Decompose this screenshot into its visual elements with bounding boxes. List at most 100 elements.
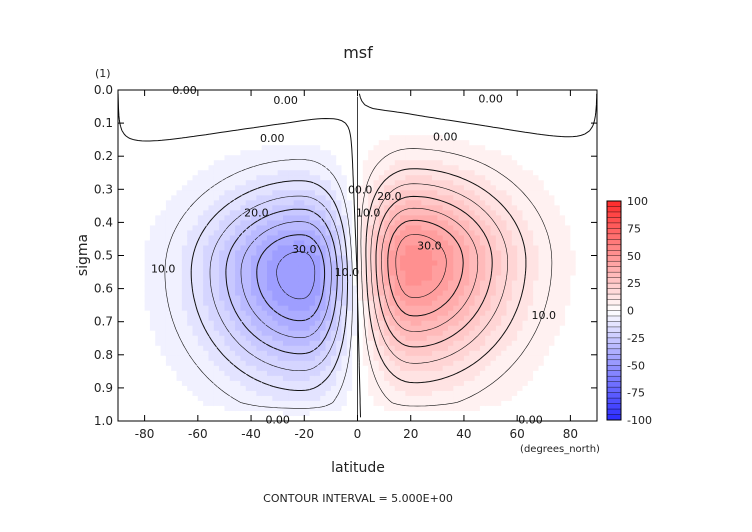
field-cell: [336, 285, 343, 292]
field-cell: [208, 225, 215, 232]
field-cell: [197, 350, 204, 357]
field-cell: [378, 215, 385, 221]
field-cell: [336, 110, 343, 116]
field-cell: [155, 385, 162, 392]
field-cell: [160, 270, 167, 277]
field-cell: [219, 340, 226, 347]
field-cell: [336, 250, 343, 257]
field-cell: [336, 385, 343, 392]
field-cell: [479, 120, 486, 126]
field-cell: [384, 120, 391, 126]
field-cell: [187, 255, 194, 262]
field-cell: [261, 310, 268, 317]
field-cell: [288, 145, 295, 151]
field-cell: [346, 350, 353, 357]
field-cell: [208, 140, 215, 146]
field-cell: [149, 240, 156, 247]
field-cell: [373, 355, 380, 362]
field-cell: [229, 225, 236, 232]
field-cell: [123, 390, 130, 397]
field-cell: [325, 120, 332, 126]
field-cell: [139, 165, 146, 171]
field-cell: [501, 280, 508, 287]
field-cell: [277, 135, 284, 141]
field-cell: [171, 290, 178, 297]
field-cell: [447, 280, 454, 287]
field-cell: [442, 310, 449, 317]
field-cell: [282, 95, 289, 101]
field-cell: [447, 380, 454, 387]
field-cell: [288, 95, 295, 101]
field-cell: [229, 230, 236, 237]
field-cell: [288, 170, 295, 176]
field-cell: [133, 160, 140, 166]
field-cell: [314, 400, 321, 407]
field-cell: [261, 240, 268, 247]
field-cell: [128, 170, 135, 176]
field-cell: [517, 185, 524, 191]
field-cell: [442, 360, 449, 367]
field-cell: [304, 390, 311, 397]
field-cell: [432, 355, 438, 362]
field-cell: [410, 405, 417, 412]
field-cell: [336, 130, 343, 136]
field-cell: [304, 330, 311, 337]
field-cell: [357, 220, 364, 227]
field-cell: [485, 330, 492, 337]
field-cell: [389, 310, 396, 317]
field-cell: [123, 270, 130, 277]
field-cell: [442, 320, 449, 327]
field-cell: [373, 135, 380, 141]
field-cell: [479, 190, 486, 196]
field-cell: [128, 300, 135, 307]
field-cell: [298, 275, 305, 282]
field-cell: [197, 90, 204, 96]
field-cell: [155, 125, 162, 131]
field-cell: [288, 260, 295, 267]
field-cell: [501, 395, 508, 402]
field-cell: [373, 155, 380, 161]
field-cell: [251, 170, 257, 176]
field-cell: [197, 380, 204, 387]
field-cell: [458, 140, 465, 146]
field-cell: [479, 245, 486, 252]
field-cell: [235, 320, 242, 327]
field-cell: [405, 340, 412, 347]
field-cell: [426, 185, 433, 191]
field-cell: [219, 275, 226, 282]
field-cell: [245, 395, 252, 402]
field-cell: [352, 410, 359, 417]
field-cell: [495, 245, 502, 252]
field-cell: [165, 265, 172, 272]
field-cell: [320, 220, 327, 227]
field-cell: [181, 115, 188, 121]
field-cell: [245, 185, 252, 191]
field-cell: [346, 235, 353, 242]
field-cell: [474, 310, 481, 317]
field-cell: [469, 400, 476, 407]
field-cell: [171, 160, 178, 166]
field-cell: [139, 200, 146, 206]
field-cell: [282, 230, 289, 237]
field-cell: [426, 260, 433, 267]
field-cell: [272, 325, 279, 332]
field-cell: [410, 150, 417, 156]
field-cell: [416, 240, 422, 247]
field-cell: [384, 335, 391, 342]
field-cell: [251, 215, 257, 221]
field-cell: [155, 380, 162, 387]
field-cell: [474, 95, 481, 101]
field-cell: [224, 245, 231, 252]
field-cell: [293, 95, 300, 101]
field-cell: [181, 370, 188, 377]
field-cell: [341, 145, 348, 151]
field-cell: [192, 140, 199, 146]
field-cell: [405, 155, 412, 161]
field-cell: [235, 220, 242, 227]
field-cell: [165, 345, 172, 352]
field-cell: [181, 355, 188, 362]
field-cell: [490, 370, 497, 377]
field-cell: [437, 295, 444, 302]
field-cell: [479, 390, 486, 397]
field-cell: [495, 400, 502, 407]
